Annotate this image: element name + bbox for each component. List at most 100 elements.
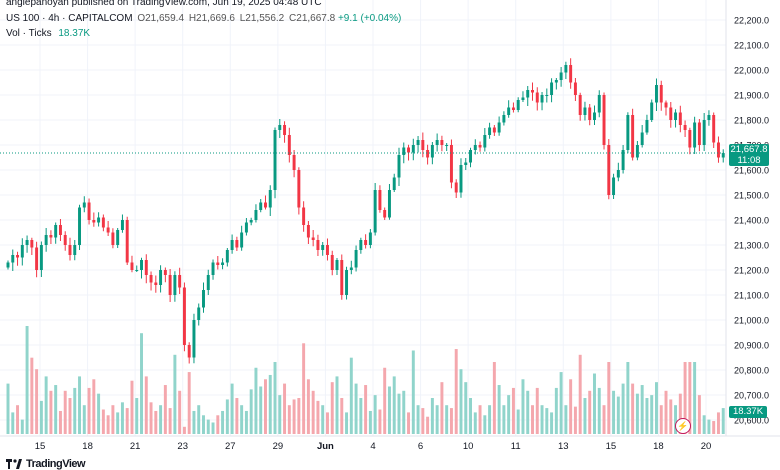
volume-bar	[664, 390, 668, 434]
candle-body	[135, 270, 139, 271]
published-caption: anglepanoyan published on TradingView.co…	[6, 0, 322, 8]
candle-body	[254, 210, 258, 220]
volume-bar	[58, 410, 62, 434]
candle-body	[168, 275, 172, 295]
candle-body	[693, 122, 697, 148]
volume-bar	[101, 409, 105, 434]
candle-body	[87, 202, 91, 220]
volume-bar	[73, 387, 77, 434]
volume-bar	[287, 405, 291, 434]
x-tick-label: 10	[463, 441, 474, 452]
volume-bar	[373, 395, 377, 434]
candle-body	[569, 65, 573, 83]
volume-bar	[116, 412, 120, 434]
candle-body	[626, 115, 630, 150]
candle-body	[54, 225, 58, 238]
volume-bar	[340, 398, 344, 434]
x-tick-label: 13	[558, 441, 569, 452]
y-tick-label: 21,300.0	[734, 241, 769, 251]
last-price-tag: 21,667.8 11:08	[729, 144, 769, 166]
open-value: O21,659.4	[137, 13, 185, 24]
volume-bar	[202, 415, 205, 434]
volume-bar	[678, 393, 682, 434]
volume-bar	[120, 402, 124, 434]
volume-bar	[364, 385, 368, 434]
candle-body	[469, 150, 472, 163]
volume-bar	[235, 398, 239, 434]
volume-bar	[135, 398, 139, 434]
volume-bar	[154, 410, 158, 434]
volume-bar	[273, 362, 277, 434]
candle-body	[650, 102, 654, 120]
volume-bar	[626, 362, 630, 434]
volume-bar	[30, 357, 34, 434]
volume-bar	[659, 405, 663, 434]
candle-body	[588, 107, 592, 120]
volume-bar	[569, 379, 573, 434]
volume-bar	[368, 410, 372, 434]
candle-body	[564, 65, 568, 73]
candle-body	[707, 115, 711, 120]
candle-body	[721, 153, 725, 158]
volume-bar	[521, 379, 525, 434]
volume-bar	[292, 399, 296, 434]
time-axis[interactable]: 15 18 21 23 27 29 Jun 4 6 10 11 13 15 18 20	[35, 441, 712, 452]
volume-bar	[607, 362, 611, 434]
volume-bar	[640, 385, 644, 434]
volume-bar	[397, 393, 401, 434]
low-value: L21,556.2	[239, 13, 285, 24]
candle-body	[349, 267, 353, 270]
y-tick-label: 21,000.0	[734, 316, 769, 326]
y-tick-label: 22,000.0	[734, 66, 769, 76]
volume-bar	[650, 395, 654, 434]
candle-body	[440, 140, 444, 145]
volume-label[interactable]: Vol · Ticks	[6, 28, 52, 39]
y-tick-label: 20,900.0	[734, 341, 769, 351]
candle-body	[206, 275, 210, 290]
volume-bar	[430, 398, 434, 434]
x-tick-label: 6	[418, 441, 423, 452]
candle-body	[101, 217, 105, 228]
footer-brand[interactable]: TradingView	[6, 458, 86, 470]
x-tick-label: 15	[35, 441, 46, 452]
volume-bar	[387, 386, 391, 434]
candle-body	[583, 107, 587, 115]
volume-bar	[688, 362, 692, 434]
candle-body	[449, 145, 453, 183]
candle-body	[531, 90, 534, 93]
candle-body	[378, 190, 382, 210]
candle-body	[111, 232, 115, 245]
symbol-label[interactable]: US 100 · 4h · CAPITALCOM	[6, 13, 133, 24]
volume-bar	[426, 416, 430, 434]
lightning-icon[interactable]: ⚡	[675, 418, 691, 434]
y-tick-label: 21,600.0	[734, 166, 769, 176]
candle-body	[316, 240, 320, 250]
volume-bar	[78, 376, 82, 434]
y-tick-label: 21,900.0	[734, 91, 769, 101]
x-tick-label: 27	[225, 441, 236, 452]
candle-body	[631, 115, 635, 158]
volume-bar	[712, 421, 716, 434]
candle-body	[654, 85, 658, 103]
volume-bar	[159, 405, 163, 434]
volume-bar	[550, 412, 554, 434]
candle-body	[216, 262, 220, 265]
y-tick-label: 21,400.0	[734, 216, 769, 226]
volume-bar	[545, 408, 549, 434]
candle-body	[507, 107, 511, 115]
volume-bar	[716, 412, 720, 434]
candle-body	[273, 130, 277, 190]
volume-value: 18.37K	[58, 28, 91, 39]
price-axis[interactable]: 22,200.0 22,100.0 22,000.0 21,900.0 21,800.0…	[734, 16, 769, 426]
candle-body	[39, 245, 43, 270]
candle-body	[430, 145, 434, 158]
volume-bar	[721, 408, 725, 434]
x-tick-label: 15	[606, 441, 617, 452]
symbol-legend: US 100 · 4h · CAPITALCOM O21,659.4 H21,6…	[6, 13, 401, 24]
volume-bar	[635, 393, 639, 434]
volume-bar	[6, 383, 10, 434]
volume-bar	[511, 387, 515, 434]
candle-body	[554, 80, 558, 83]
candle-body	[593, 112, 596, 120]
